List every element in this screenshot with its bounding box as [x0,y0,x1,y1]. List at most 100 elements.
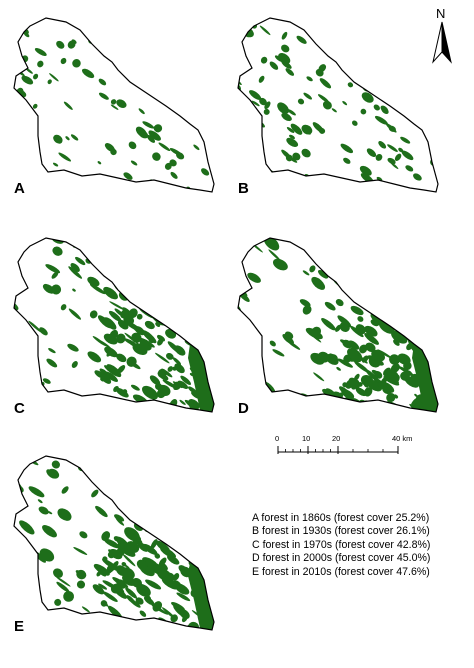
forest-patch [381,59,392,69]
forest-patch [393,298,406,310]
forest-patch [196,273,211,287]
forest-patch [114,514,125,522]
forest-patch [212,301,223,320]
forest-patch [211,595,214,602]
forest-patch [85,184,95,192]
forest-patch [251,100,260,107]
forest-patch [216,21,223,34]
forest-patch [130,384,140,391]
panel-label-d: D [238,400,249,417]
forest-patch [92,584,105,595]
forest-patch [360,108,367,115]
forest-patch [318,127,326,134]
forest-patch [25,556,36,566]
forest-patch [42,378,51,384]
forest-patch [285,68,295,76]
forest-patch [249,90,262,100]
forest-patch [173,69,185,81]
forest-patches [238,18,438,202]
forest-rim [188,344,214,412]
forest-patch [281,112,292,122]
forest-patch [339,386,350,396]
forest-patch [433,263,438,274]
forest-patch [130,160,138,166]
forest-patch [207,105,214,115]
forest-patch [213,124,214,134]
forest-patch [437,379,447,391]
forest-patch [170,305,187,317]
forest-patch [420,334,434,346]
forest-patch [18,456,29,462]
forest-patch [49,73,59,82]
forest-rim [412,344,438,412]
forest-patch [238,156,243,164]
forest-patch [36,408,44,412]
forest-patch [177,414,187,422]
forest-patch [21,355,29,361]
forest-patch [73,547,88,555]
forest-patch [425,259,435,270]
forest-patch [324,190,335,192]
forest-patch [200,267,214,278]
forest-patch [196,464,211,477]
forest-patch [54,171,65,182]
forest-patch [76,580,86,589]
forest-patch [290,123,303,135]
forest-patch [126,457,131,463]
forest-patch [102,591,118,602]
forest-patch [297,98,305,105]
forest-patch [282,191,297,202]
forest-patch [212,18,214,24]
forest-patch [142,191,156,192]
forest-patch [347,82,354,88]
forest-patch [320,403,330,412]
forest-rim [188,562,214,630]
forest-patch [132,36,137,41]
forest-patch [30,608,36,612]
forest-patch [324,301,336,311]
forest-patch [259,25,271,36]
forest-patch [250,122,260,131]
forest-patch [25,154,33,160]
forest-patch [212,380,214,387]
forest-patch [125,587,138,599]
forest-patch [306,76,313,82]
forest-patch [115,416,128,422]
forest-patch [148,490,155,496]
forest-patch [14,22,22,30]
forest-patch [207,337,214,345]
forest-patch [107,551,115,559]
forest-patch [149,375,161,386]
forest-patch [33,73,39,80]
forest-patch [301,124,313,135]
forest-patch [238,100,250,110]
forest-patch [109,301,126,311]
forest-patch [319,78,332,89]
forest-patch [178,587,183,592]
forest-patch [311,276,326,290]
forest-patch [358,399,367,408]
forest-patch [110,583,121,594]
forest-patch [122,563,130,569]
forest-patch [434,18,438,24]
forest-patch [414,393,418,398]
forest-patch [131,533,142,542]
forest-patch [254,18,261,24]
forest-patch [148,130,161,141]
forest-patch [378,293,395,306]
forest-patch [136,264,149,272]
forest-patch [122,254,133,262]
forest-patch [79,531,88,539]
forest-patch [194,279,205,288]
forest-patch [178,254,194,266]
forest-patch [213,362,214,373]
forest-patch [93,618,108,630]
forest-patch [128,183,141,192]
forest-patch [53,134,63,144]
forest-patch [191,537,198,545]
forest-patch [405,370,413,376]
forest-patch [14,94,20,104]
forest-patch [392,270,402,277]
forest-patch [322,240,333,251]
forest-patch [89,310,98,319]
